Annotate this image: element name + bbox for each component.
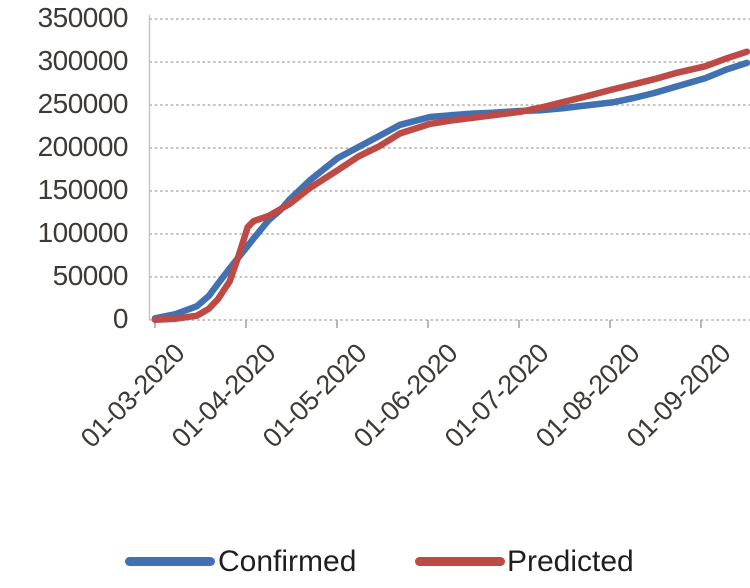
series-line-confirmed: [151, 59, 750, 322]
y-axis-label: 300000: [37, 45, 129, 76]
y-axis-label: 200000: [37, 131, 129, 162]
confirmed-line-swatch-icon: [125, 557, 215, 566]
y-axis-label: 250000: [37, 88, 129, 119]
y-axis-label: 0: [112, 303, 129, 334]
legend: Confirmed Predicted: [0, 540, 750, 584]
legend-item-predicted: Predicted: [415, 540, 655, 584]
y-axis-label: 100000: [37, 217, 129, 248]
series-line-predicted: [151, 48, 750, 323]
y-axis-label: 150000: [37, 174, 129, 205]
legend-label-confirmed: Confirmed: [218, 545, 357, 578]
y-axis-label: 50000: [52, 260, 129, 291]
y-axis-label: 350000: [37, 2, 129, 33]
legend-label-predicted: Predicted: [507, 545, 634, 578]
legend-item-confirmed: Confirmed: [125, 540, 385, 584]
predicted-line-swatch-icon: [415, 557, 505, 566]
